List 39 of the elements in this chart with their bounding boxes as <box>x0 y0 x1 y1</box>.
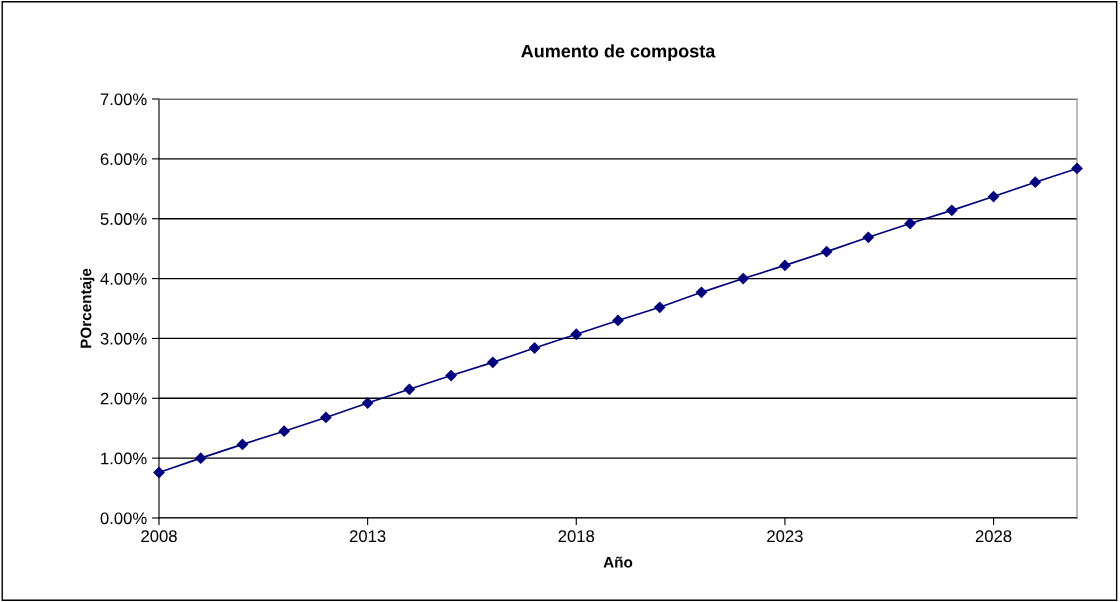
point <box>570 328 582 340</box>
point <box>445 369 457 382</box>
y-tick-label: 7.00% <box>100 93 147 106</box>
y-axis-title: POrcentaje <box>80 268 95 348</box>
y-tick-label: 0.00% <box>100 512 147 525</box>
point <box>278 425 290 437</box>
y-tick-label: 1.00% <box>101 452 147 465</box>
x-tick-label: 2018 <box>558 530 595 543</box>
point <box>1029 176 1041 188</box>
x-tick-label: 2028 <box>975 530 1012 543</box>
point <box>487 356 499 368</box>
point <box>320 411 332 424</box>
x-tick-label: 2013 <box>349 530 386 543</box>
point <box>821 246 833 258</box>
y-tick-label: 2.00% <box>100 392 147 405</box>
point <box>654 301 666 313</box>
x-axis-title: Año <box>603 556 633 568</box>
y-tick-label: 4.00% <box>100 272 147 285</box>
point <box>403 383 415 395</box>
chart-title: Aumento de composta <box>521 44 716 62</box>
point <box>1071 162 1083 175</box>
point <box>195 452 207 464</box>
point <box>779 259 791 272</box>
y-tick-label: 6.00% <box>100 153 147 166</box>
point <box>862 231 874 243</box>
point <box>528 342 541 354</box>
y-tick-label: 3.00% <box>100 332 147 345</box>
point <box>153 466 165 479</box>
point <box>904 217 916 230</box>
point <box>612 314 624 327</box>
point <box>362 397 374 409</box>
point <box>987 190 1000 203</box>
point <box>695 286 708 298</box>
y-tick-label: 5.00% <box>100 213 147 225</box>
x-tick-label: 2008 <box>141 530 177 543</box>
point <box>946 204 958 216</box>
x-tick-label: 2023 <box>767 530 803 543</box>
point <box>236 438 249 450</box>
point <box>737 272 749 285</box>
